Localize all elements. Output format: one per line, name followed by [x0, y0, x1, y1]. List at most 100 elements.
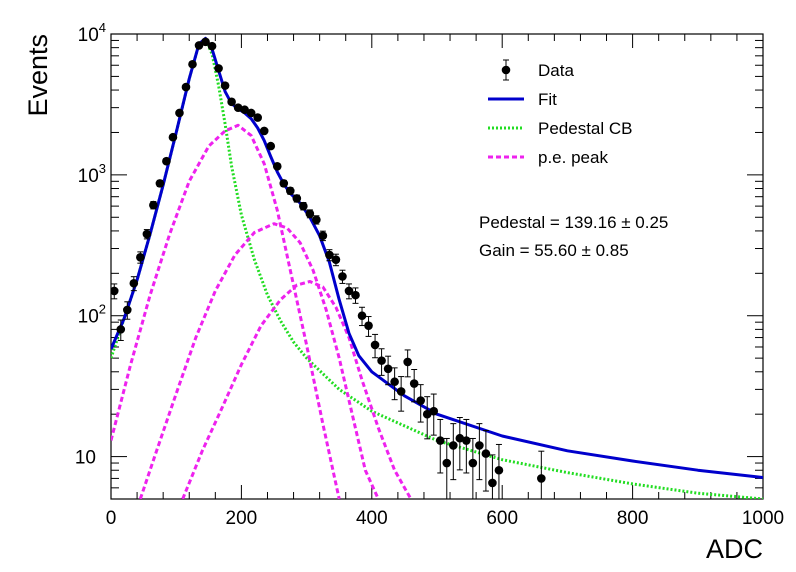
data-point	[475, 423, 484, 481]
marker	[233, 103, 243, 112]
marker	[136, 252, 145, 262]
data-point	[403, 349, 412, 378]
marker	[207, 41, 217, 51]
marker	[331, 255, 341, 264]
data-point	[233, 103, 243, 112]
marker	[111, 286, 119, 296]
marker	[272, 162, 282, 171]
data-point	[207, 41, 217, 51]
legend-label: Pedestal CB	[538, 119, 633, 138]
marker	[429, 406, 439, 416]
data-point	[494, 443, 504, 499]
legend-entry: p.e. peak	[488, 148, 608, 167]
data-point	[390, 367, 399, 401]
data-point	[188, 59, 197, 69]
data-point	[129, 276, 139, 292]
legend-entry: Pedestal CB	[488, 119, 633, 138]
data-point	[370, 333, 380, 359]
marker	[246, 108, 256, 118]
marker	[253, 113, 262, 122]
marker	[123, 305, 132, 315]
minor-ticks	[110, 33, 764, 500]
marker	[377, 356, 386, 365]
marker	[364, 321, 373, 330]
y-tick-label: 103	[78, 161, 106, 187]
marker	[175, 108, 184, 118]
data-point	[220, 81, 230, 90]
legend-label: Fit	[538, 90, 557, 109]
annotation-gain: Gain = 55.60 ± 0.85	[479, 241, 629, 260]
x-tick-label: 200	[226, 508, 258, 529]
x-axis-title: ADC	[706, 534, 763, 564]
data-point	[331, 253, 341, 267]
marker	[403, 357, 412, 367]
marker	[537, 474, 546, 483]
legend-entry: Data	[501, 59, 574, 81]
marker	[455, 433, 465, 443]
marker	[188, 59, 197, 69]
data-point	[383, 355, 393, 386]
data-point	[325, 249, 334, 262]
data-point	[312, 215, 321, 225]
data-point	[442, 437, 452, 499]
marker	[351, 290, 360, 300]
marker	[481, 449, 491, 458]
data-point	[136, 251, 145, 264]
data-point	[396, 376, 406, 412]
marker	[370, 340, 380, 350]
data-point	[429, 393, 439, 436]
legend-marker	[501, 65, 511, 75]
data-point	[286, 186, 295, 196]
marker	[325, 250, 334, 260]
data-point	[344, 283, 354, 300]
marker	[279, 179, 289, 188]
data-point	[201, 37, 210, 47]
data-point	[279, 179, 289, 188]
legend-label: p.e. peak	[538, 148, 608, 167]
data-point	[409, 369, 419, 403]
data-point	[175, 108, 184, 118]
marker	[292, 194, 302, 203]
data-point	[422, 396, 432, 440]
data-point	[266, 141, 276, 151]
data-point	[299, 201, 308, 211]
marker	[396, 387, 406, 396]
data-point	[116, 319, 126, 341]
data-point	[488, 454, 497, 499]
marker	[338, 272, 347, 281]
data-point	[181, 82, 191, 92]
marker	[344, 286, 354, 296]
data-point	[272, 162, 282, 171]
series-fit	[111, 36, 763, 479]
legend: Data Fit Pedestal CB p.e. peak	[488, 59, 633, 167]
x-tick-label: 600	[486, 508, 518, 529]
annotation-pedestal: Pedestal = 139.16 ± 0.25	[479, 213, 668, 232]
data-point	[462, 418, 471, 474]
marker	[194, 41, 204, 50]
legend-label: Data	[538, 61, 574, 80]
data-point	[149, 200, 158, 210]
series-pedestal-cb	[111, 37, 763, 499]
x-tick-label: 0	[106, 508, 117, 529]
data-point	[468, 437, 478, 499]
data-point	[435, 418, 445, 474]
data-point	[364, 316, 373, 337]
data-point	[111, 283, 119, 300]
x-tick-label: 800	[617, 508, 649, 529]
data-points	[111, 37, 546, 499]
marker	[468, 458, 478, 468]
marker	[155, 179, 165, 188]
data-point	[227, 97, 236, 107]
data-point	[338, 269, 347, 284]
marker	[181, 82, 191, 92]
data-point	[246, 108, 256, 118]
series-p-e-peak-1	[111, 123, 341, 499]
x-tick-label: 1000	[742, 508, 784, 529]
plot-frame	[110, 33, 764, 500]
legend-entry: Fit	[488, 90, 557, 109]
data-point	[123, 301, 132, 320]
data-point	[416, 384, 426, 423]
marker	[357, 311, 367, 321]
data-point	[305, 209, 315, 219]
marker	[149, 200, 158, 210]
